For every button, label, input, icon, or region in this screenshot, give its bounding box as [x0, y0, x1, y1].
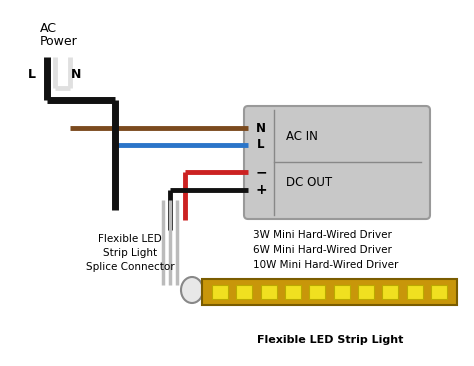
Bar: [285, 285, 301, 299]
Text: AC: AC: [40, 22, 57, 35]
Text: AC IN: AC IN: [286, 130, 318, 142]
Text: DC OUT: DC OUT: [286, 176, 332, 188]
Text: 3W Mini Hard-Wired Driver: 3W Mini Hard-Wired Driver: [253, 230, 392, 240]
Text: Power: Power: [40, 35, 78, 48]
Bar: [202, 279, 457, 305]
Ellipse shape: [181, 277, 203, 303]
Text: Flexible LED
Strip Light
Splice Connector: Flexible LED Strip Light Splice Connecto…: [86, 234, 174, 272]
Bar: [261, 285, 277, 299]
Text: 6W Mini Hard-Wired Driver: 6W Mini Hard-Wired Driver: [253, 245, 392, 255]
Text: 10W Mini Hard-Wired Driver: 10W Mini Hard-Wired Driver: [253, 260, 398, 270]
Text: L: L: [257, 138, 265, 152]
Bar: [212, 285, 228, 299]
FancyBboxPatch shape: [244, 106, 430, 219]
Bar: [431, 285, 447, 299]
Text: Flexible LED Strip Light: Flexible LED Strip Light: [257, 335, 403, 345]
Bar: [383, 285, 398, 299]
Text: +: +: [255, 183, 267, 197]
Bar: [358, 285, 374, 299]
Text: L: L: [28, 68, 36, 82]
Bar: [334, 285, 350, 299]
Bar: [237, 285, 252, 299]
Bar: [407, 285, 423, 299]
Bar: [310, 285, 325, 299]
Text: N: N: [256, 122, 266, 134]
Text: N: N: [71, 68, 81, 82]
Text: −: −: [255, 165, 267, 179]
